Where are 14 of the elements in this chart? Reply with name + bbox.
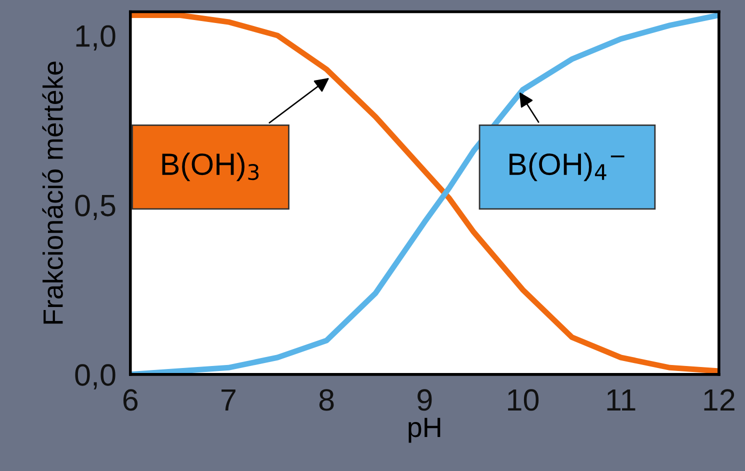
- x-tick-label: 7: [222, 389, 236, 410]
- x-tick-label: 11: [607, 389, 636, 410]
- x-tick-label: 6: [123, 389, 138, 411]
- x-axis-title: pH: [408, 418, 440, 443]
- y-axis-title: Frakcionáció mértéke: [42, 62, 63, 324]
- annotation: B(OH)$_{4}$$^{−}$: [510, 152, 624, 182]
- x-tick-label: 8: [319, 389, 334, 411]
- y-tick-label: 0,5: [75, 194, 116, 220]
- y-tick-label: 1,0: [76, 25, 116, 50]
- x-tick-label: 9: [418, 389, 432, 411]
- x-tick-label: 12: [704, 389, 734, 410]
- annotation: B(OH)$_{3}$: [162, 152, 259, 182]
- x-tick-label: 10: [508, 389, 539, 411]
- y-tick-label: 0,0: [75, 364, 116, 390]
